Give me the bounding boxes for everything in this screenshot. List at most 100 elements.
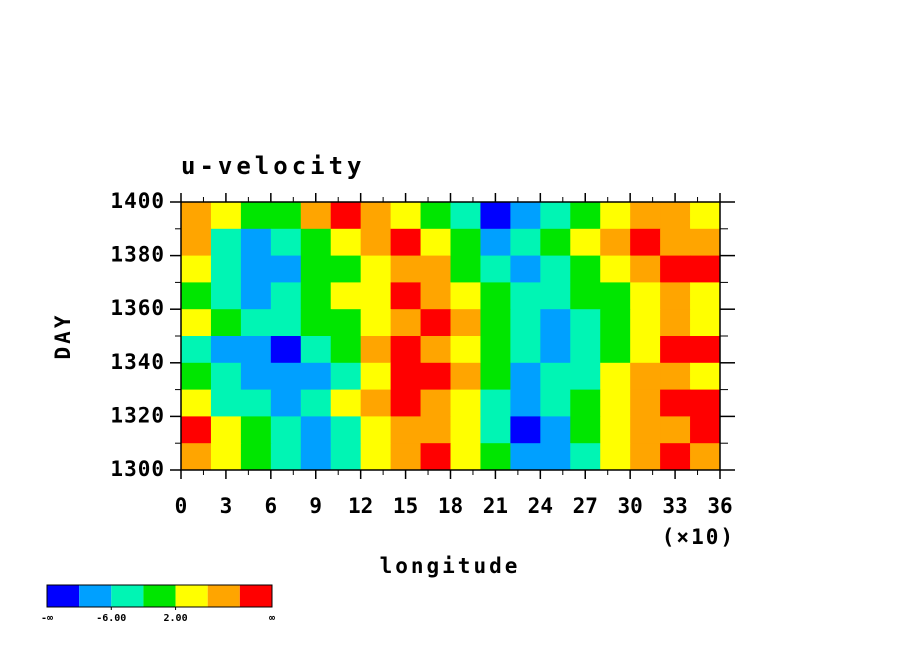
field-cell	[330, 309, 362, 337]
field-cell	[690, 362, 721, 391]
field-cell	[270, 443, 302, 471]
x-tick-label: 12	[348, 494, 373, 518]
field-cell	[450, 389, 481, 417]
field-cell	[540, 309, 571, 337]
field-cell	[300, 389, 332, 417]
field-cell	[390, 282, 422, 310]
field-cell	[330, 443, 362, 471]
field-cell	[690, 202, 721, 230]
field-cell	[390, 389, 422, 417]
field-cell	[600, 443, 631, 471]
field-cell	[300, 309, 332, 337]
y-tick-label: 1340	[110, 350, 165, 374]
field-cell	[450, 255, 481, 283]
field-cell	[240, 282, 272, 310]
x-tick-label: 30	[618, 494, 643, 518]
field-cell	[360, 336, 392, 364]
field-cell	[240, 202, 272, 230]
field-cell	[480, 362, 511, 391]
field-cell	[390, 309, 422, 337]
field-cell	[390, 255, 422, 283]
field-cell	[300, 362, 332, 391]
field-cell	[510, 282, 541, 310]
field-cell	[390, 443, 422, 471]
field-cell	[240, 228, 272, 257]
field-cell	[660, 202, 691, 230]
field-cell	[420, 282, 451, 310]
field-cell	[540, 202, 571, 230]
field-cell	[240, 416, 272, 444]
field-cell	[181, 228, 212, 257]
field-cell	[660, 362, 691, 391]
field-cell	[480, 228, 511, 257]
field-cell	[480, 282, 511, 310]
field-cell	[181, 255, 212, 283]
field-cell	[540, 389, 571, 417]
colorbar-swatch	[47, 585, 80, 607]
field-cell	[570, 202, 601, 230]
x-tick-label: 33	[662, 494, 687, 518]
field-cell	[181, 389, 212, 417]
field-cell	[480, 202, 511, 230]
field-cell	[690, 309, 721, 337]
field-cell	[540, 282, 571, 310]
x-tick-label: 18	[438, 494, 463, 518]
field-cell	[390, 362, 422, 391]
field-cell	[240, 336, 272, 364]
field-cell	[330, 416, 362, 444]
field-cell	[300, 416, 332, 444]
colorbar-label: -6.00	[96, 613, 126, 624]
field-cell	[540, 255, 571, 283]
field-cell	[540, 443, 571, 471]
field-cell	[480, 416, 511, 444]
field-cell	[300, 443, 332, 471]
field-cell	[270, 362, 302, 391]
field-cell	[360, 228, 392, 257]
field-cell	[360, 255, 392, 283]
field-cell	[510, 336, 541, 364]
field-cell	[450, 228, 481, 257]
field-cell	[450, 416, 481, 444]
field-cell	[570, 336, 601, 364]
colorbar-swatch	[239, 585, 272, 607]
field-cell	[360, 282, 392, 310]
field-cell	[510, 309, 541, 337]
field-cell	[600, 282, 631, 310]
field-cell	[630, 362, 661, 391]
field-cell	[270, 389, 302, 417]
x-tick-label: 0	[175, 494, 188, 518]
x-axis-label: longitude	[380, 554, 521, 578]
field-cell	[300, 336, 332, 364]
colorbar-label: -∞	[41, 613, 53, 624]
field-cell	[330, 255, 362, 283]
field-cell	[270, 309, 302, 337]
field-cell	[540, 336, 571, 364]
field-cell	[420, 336, 451, 364]
field-cell	[420, 255, 451, 283]
x-tick-label: 3	[220, 494, 233, 518]
field-cell	[690, 255, 721, 283]
field-cell	[240, 362, 272, 391]
field-cell	[600, 389, 631, 417]
field-cell	[330, 336, 362, 364]
field-cell	[330, 202, 362, 230]
field-cell	[660, 255, 691, 283]
field-cell	[510, 228, 541, 257]
field-cell	[570, 282, 601, 310]
x-tick-label: 15	[393, 494, 418, 518]
field-cell	[420, 443, 451, 471]
field-cell	[570, 416, 601, 444]
field-cell	[420, 362, 451, 391]
colorbar-frame	[46, 584, 273, 608]
field-cell	[450, 309, 481, 337]
field-cell	[660, 336, 691, 364]
field-cell	[630, 282, 661, 310]
field-cell	[570, 389, 601, 417]
field-cell	[390, 202, 422, 230]
field-cell	[630, 228, 661, 257]
field-cell	[660, 282, 691, 310]
field-cell	[510, 389, 541, 417]
x-tick-label: 24	[528, 494, 553, 518]
y-tick-label: 1380	[110, 243, 165, 267]
